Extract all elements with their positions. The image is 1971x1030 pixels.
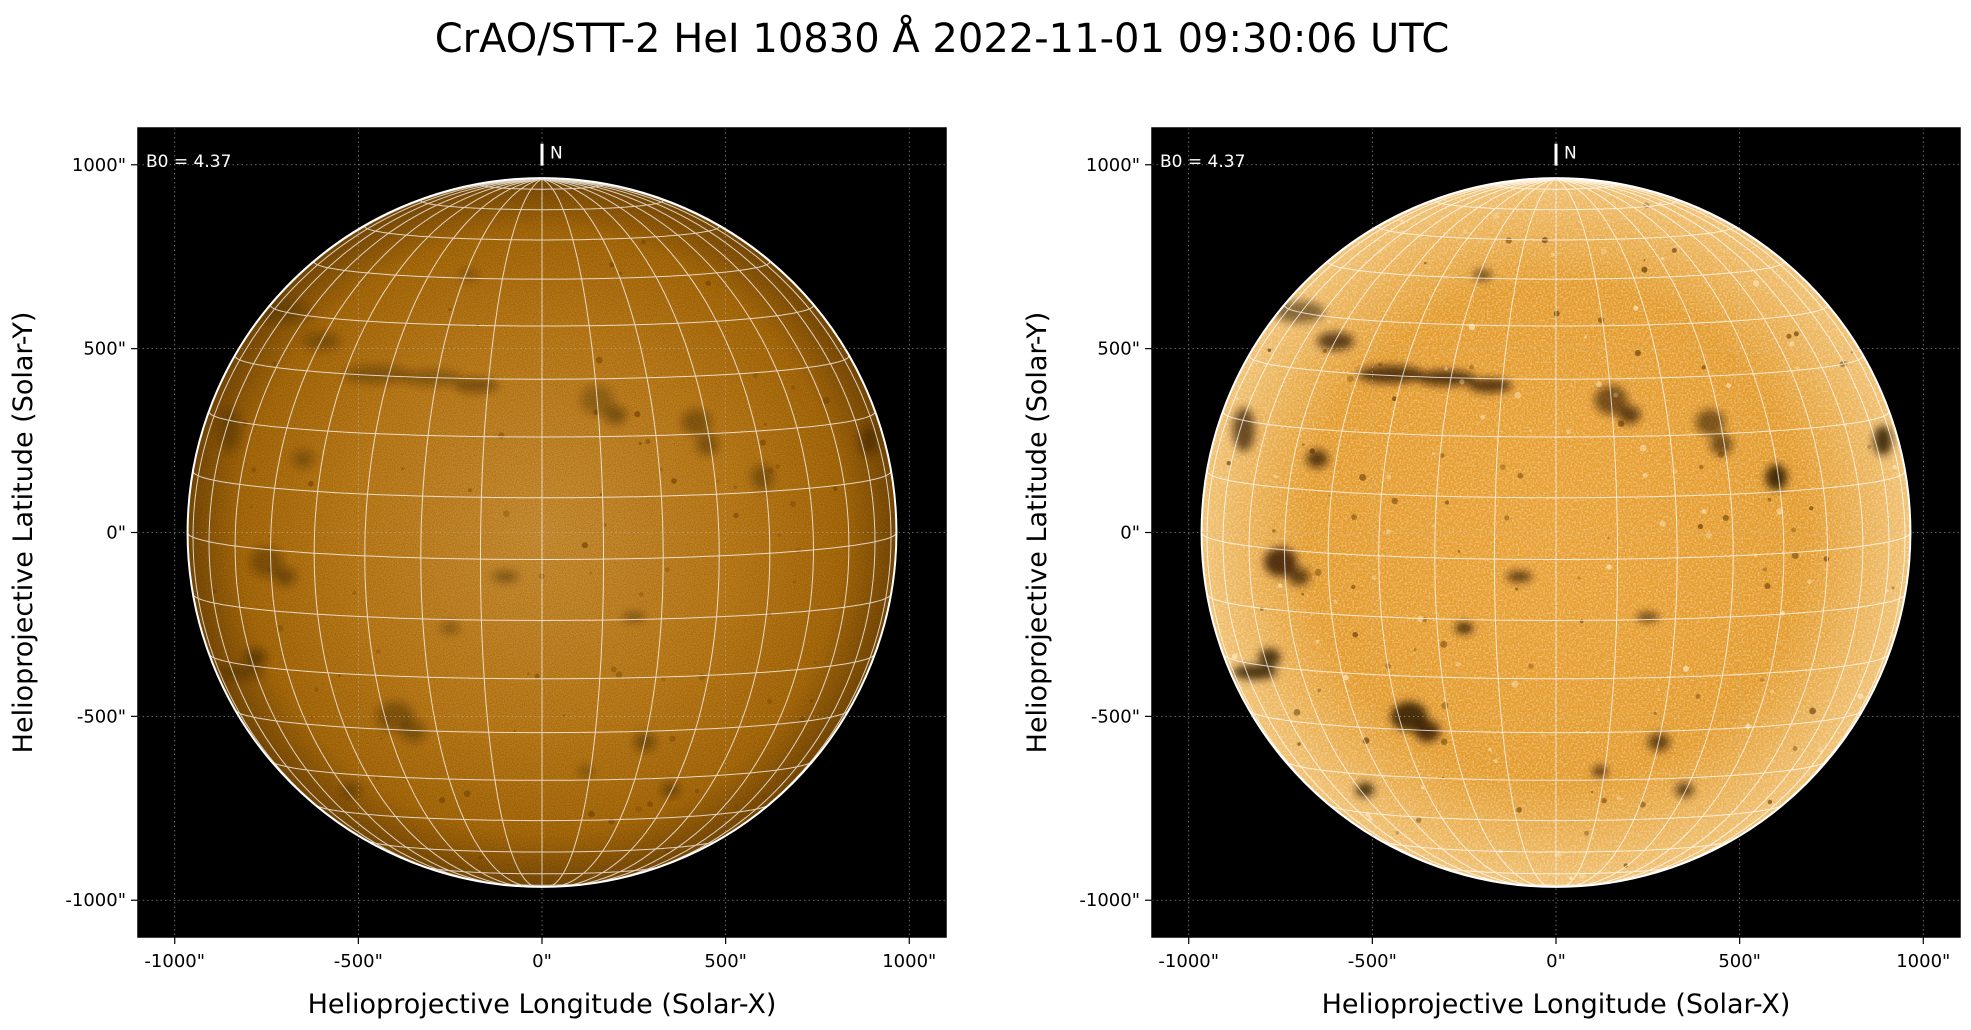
x-tick-label: 1000" [882,951,936,972]
parallel-line [235,710,849,734]
y-axis-label: Helioprojective Latitude (Solar-Y) [8,312,39,754]
parallel-line [364,226,720,241]
meridian-line [1555,178,1890,879]
meridian-line [541,178,720,887]
y-tick-label: -500" [1091,706,1140,727]
meridian-line [1555,178,1734,887]
x-tick-label: -500" [1348,951,1397,972]
x-tick-label: 500" [1718,951,1761,972]
parallel-line [270,760,814,781]
figure-title: CrAO/STT-2 HeI 10830 Å 2022-11-01 09:30:… [435,14,1450,62]
meridian-line [1327,178,1557,887]
meridian-line [1555,178,1678,888]
meridian-line [1248,178,1557,884]
meridian-line [1283,178,1557,886]
meridian-line [541,178,604,888]
y-tick-label: 500" [1097,339,1140,360]
parallel-line [234,355,850,380]
meridian-line [541,178,771,887]
parallel-line [1248,355,1864,380]
parallel-line [1438,866,1674,875]
y-tick-label: 0" [106,523,126,544]
meridian-line [480,178,543,888]
parallel-line [313,261,771,280]
parallel-line [366,839,718,853]
b0-annotation: B0 = 4.37 [146,152,231,172]
meridian-line [364,178,543,887]
y-tick-label: -1000" [1079,890,1140,911]
meridian-line [541,178,876,879]
north-label: N [1564,144,1577,164]
x-tick-label: -1000" [144,951,205,972]
meridian-line [269,178,543,886]
meridian-line [541,178,664,888]
meridian-line [208,178,543,879]
x-axis-label: Helioprojective Longitude (Solar-X) [308,989,777,1020]
x-tick-label: 500" [704,951,747,972]
y-tick-label: -1000" [65,890,126,911]
x-tick-label: 1000" [1896,951,1950,972]
parallel-line [1329,804,1783,822]
parallel-line [1206,594,1906,622]
parallel-line [192,594,892,622]
parallel-line [1201,532,1911,560]
parallel-line [1494,184,1618,190]
parallel-line [1249,710,1863,734]
meridian-line [1555,178,1618,888]
b0-annotation: B0 = 4.37 [1160,152,1245,172]
meridian-line [420,178,543,888]
parallel-line [208,654,876,680]
meridian-line [1555,178,1785,887]
parallel-line [1222,411,1890,438]
parallel-line [1378,226,1734,241]
right-panel: N B0 = 4.37 -1000" -500" 0" 500" 1000" 1000" 500… [1022,127,1961,1020]
heliographic-grid [1201,178,1911,888]
meridian-line [234,178,543,884]
x-tick-label: -1000" [1158,951,1219,972]
heliographic-grid [187,178,897,888]
parallel-line [1222,654,1890,680]
parallel-line [1327,261,1785,280]
meridian-line [1434,178,1557,888]
meridian-line [1378,178,1557,887]
parallel-line [315,804,769,822]
meridian-line [1555,178,1864,884]
parallel-line [480,184,604,190]
meridian-line [1222,178,1557,879]
parallel-line [424,866,660,875]
meridian-line [541,178,850,884]
y-tick-label: 500" [83,339,126,360]
meridian-line [1494,178,1557,888]
y-tick-label: 1000" [72,155,126,176]
x-tick-label: 0" [1546,951,1566,972]
north-label: N [550,144,563,164]
x-axis-label: Helioprojective Longitude (Solar-X) [1322,989,1791,1020]
y-tick-label: 0" [1120,523,1140,544]
parallel-line [1284,760,1828,781]
meridian-line [313,178,543,887]
meridian-line [1555,178,1829,886]
left-panel: N B0 = 4.37 -1000" -500" 0" 500" 1000" 1000" 500… [8,127,947,1020]
x-tick-label: -500" [334,951,383,972]
parallel-line [187,532,897,560]
x-tick-label: 0" [532,951,552,972]
y-axis-label: Helioprojective Latitude (Solar-Y) [1022,312,1053,754]
meridian-line [541,178,815,886]
parallel-line [208,411,876,438]
y-tick-label: -500" [77,706,126,727]
parallel-line [1380,839,1732,853]
y-tick-label: 1000" [1086,155,1140,176]
